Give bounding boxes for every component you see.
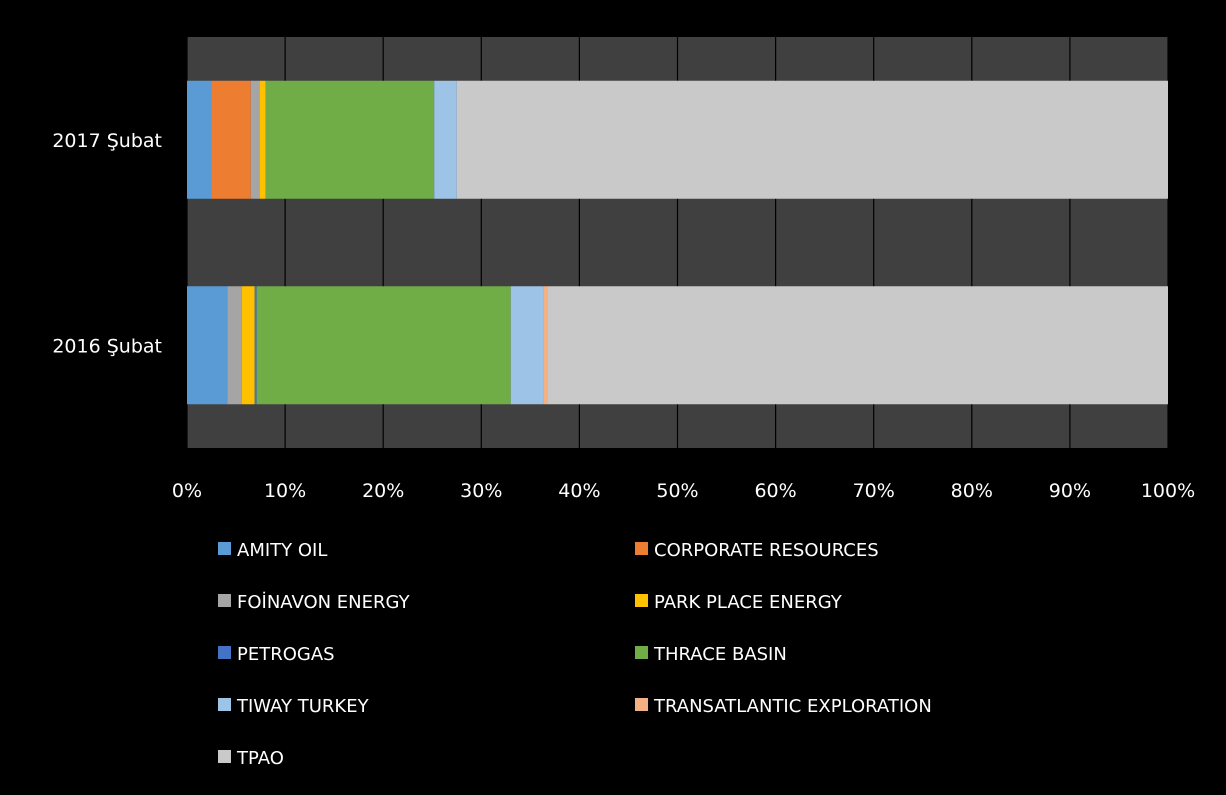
bar-segment-thrace-basin [265,80,435,199]
legend-label: TRANSATLANTIC EXPLORATION [653,696,932,717]
category-label: 2017 Şubat [52,130,162,152]
x-tick-label: 80% [951,480,993,502]
bar-segment-thrace-basin [256,286,511,405]
x-tick-label: 10% [264,480,306,502]
x-tick-label: 0% [172,480,202,502]
bar-segment-transatlantic-exploration [543,286,549,405]
bar-segment-park-place-energy [259,80,266,199]
bar-segment-park-place-energy [241,286,255,405]
bar-segment-foi-navon-energy [227,286,242,405]
legend-swatch [218,750,231,763]
bar-segment-tiway-turkey [510,286,544,405]
x-tick-label: 40% [558,480,600,502]
x-tick-label: 30% [460,480,502,502]
bar-segment-amity-oil [187,286,228,405]
bar-segment-tpao [548,286,1168,405]
legend-label: TIWAY TURKEY [236,696,370,717]
bar-segment-tpao [456,80,1168,199]
legend-swatch [635,646,648,659]
x-tick-label: 50% [656,480,698,502]
x-tick-label: 70% [853,480,895,502]
legend-label: TPAO [236,748,284,769]
legend-label: CORPORATE RESOURCES [654,540,879,561]
legend-label: AMITY OIL [237,540,327,561]
bar-segment-corporate-resources [211,80,251,199]
legend-swatch [218,646,231,659]
x-tick-label: 100% [1141,480,1195,502]
legend-label: THRACE BASIN [653,644,787,665]
x-tick-label: 20% [362,480,404,502]
bar-segment-tiway-turkey [434,80,457,199]
bar-segment-amity-oil [187,80,212,199]
legend-swatch [218,698,231,711]
legend-swatch [635,594,648,607]
x-tick-label: 90% [1049,480,1091,502]
legend-swatch [218,542,231,555]
bar-segment-petrogas [254,286,257,405]
x-tick-label: 60% [754,480,796,502]
legend-swatch [218,594,231,607]
category-label: 2016 Şubat [52,335,162,357]
legend-swatch [635,542,648,555]
legend-label: PETROGAS [237,644,335,665]
bar-segment-foi-navon-energy [250,80,260,199]
legend-swatch [635,698,648,711]
legend-label: PARK PLACE ENERGY [654,592,843,613]
legend-label: FOİNAVON ENERGY [237,592,411,613]
